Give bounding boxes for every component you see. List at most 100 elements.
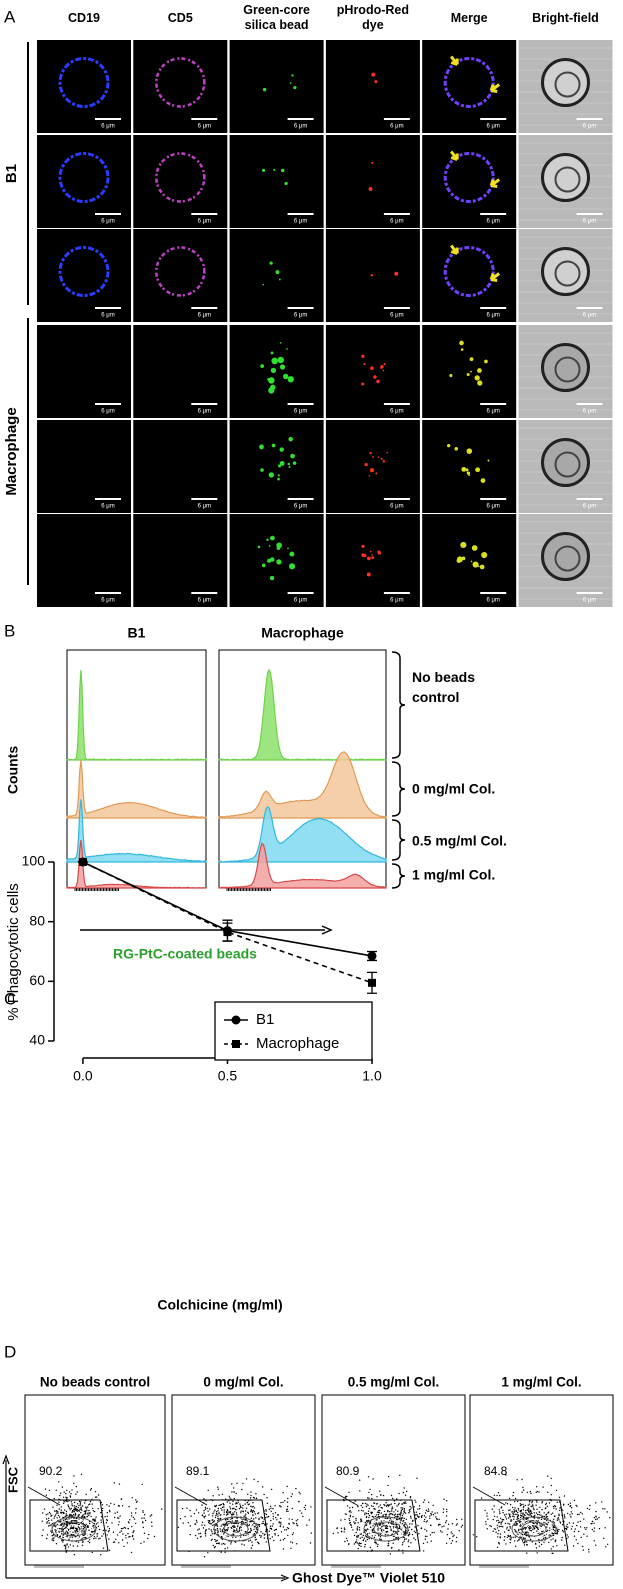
- event-dot: [360, 1509, 363, 1512]
- event-dot: [265, 1510, 267, 1512]
- event-dot: [209, 1508, 211, 1510]
- event-dot: [343, 1527, 346, 1529]
- bead-signal: [269, 261, 273, 265]
- event-dot: [533, 1508, 535, 1511]
- event-dot: [245, 1478, 248, 1480]
- event-dot: [359, 1533, 361, 1536]
- event-dot: [259, 1534, 261, 1537]
- column-header: CD19: [68, 11, 100, 25]
- bead-signal: [276, 559, 282, 565]
- scale-bar-label: 6 μm: [390, 598, 403, 604]
- event-dot: [87, 1513, 89, 1515]
- contour: [61, 1521, 87, 1537]
- event-dot: [548, 1502, 551, 1504]
- event-dot: [395, 1538, 397, 1540]
- event-dot: [69, 1495, 71, 1497]
- histogram: [218, 668, 387, 761]
- bead-signal: [262, 283, 265, 286]
- event-dot: [97, 1525, 100, 1528]
- event-dot: [88, 1514, 90, 1517]
- event-dot: [404, 1494, 407, 1496]
- event-dot: [542, 1530, 544, 1533]
- event-dot: [65, 1524, 68, 1527]
- event-dot: [523, 1527, 525, 1530]
- event-dot: [368, 1537, 370, 1540]
- event-dot: [547, 1529, 549, 1532]
- scale-bar-label: 6 μm: [583, 598, 596, 604]
- event-dot: [225, 1522, 227, 1525]
- event-dot: [131, 1535, 134, 1538]
- y-axis-label: Counts: [5, 746, 21, 794]
- event-dot: [74, 1514, 76, 1517]
- event-dot: [510, 1539, 512, 1541]
- scale-bar-label: 6 μm: [198, 598, 211, 604]
- event-dot: [147, 1537, 149, 1540]
- event-dot: [96, 1533, 98, 1535]
- event-dot: [345, 1537, 348, 1540]
- event-dot: [401, 1514, 404, 1517]
- y-tick-label: 100: [22, 853, 46, 869]
- event-dot: [72, 1531, 74, 1534]
- event-dot: [453, 1534, 455, 1537]
- event-dot: [450, 1542, 452, 1545]
- event-dot: [46, 1537, 48, 1540]
- event-dot: [523, 1544, 526, 1546]
- event-dot: [547, 1491, 549, 1494]
- event-dot: [286, 1505, 289, 1508]
- event-dot: [229, 1502, 231, 1504]
- scale-bar-label: 6 μm: [486, 598, 499, 604]
- event-dot: [583, 1527, 586, 1529]
- scale-bar-label: 6 μm: [294, 124, 307, 130]
- bead-signal: [394, 271, 399, 276]
- event-dot: [239, 1529, 241, 1532]
- bead-signal: [280, 168, 285, 173]
- arrow: [450, 55, 459, 66]
- event-dot: [441, 1531, 443, 1533]
- event-dot: [535, 1486, 538, 1488]
- event-dot: [527, 1504, 529, 1507]
- micrograph: [229, 229, 324, 322]
- histogram: [218, 751, 387, 819]
- event-dot: [212, 1495, 214, 1497]
- bead-signal: [287, 376, 294, 383]
- event-dot: [78, 1500, 81, 1503]
- event-dot: [371, 1549, 373, 1551]
- event-dot: [354, 1522, 356, 1524]
- event-dot: [500, 1521, 503, 1524]
- event-dot: [296, 1524, 299, 1527]
- event-dot: [554, 1540, 556, 1543]
- event-dot: [201, 1524, 203, 1526]
- event-dot: [132, 1516, 134, 1519]
- event-dot: [58, 1521, 60, 1523]
- event-dot: [360, 1533, 363, 1535]
- event-dot: [486, 1515, 488, 1517]
- event-dot: [537, 1513, 539, 1516]
- event-dot: [348, 1511, 350, 1513]
- scale-bar-label: 6 μm: [294, 409, 307, 415]
- event-dot: [217, 1507, 220, 1510]
- event-dot: [291, 1493, 293, 1495]
- event-dot: [382, 1494, 385, 1497]
- event-dot: [446, 1511, 448, 1513]
- event-dot: [69, 1513, 71, 1516]
- event-dot: [120, 1527, 123, 1530]
- event-dot: [57, 1511, 59, 1513]
- event-dot: [285, 1529, 288, 1531]
- event-dot: [391, 1510, 393, 1512]
- event-dot: [108, 1549, 111, 1552]
- event-dot: [452, 1535, 454, 1538]
- event-dot: [48, 1517, 50, 1520]
- event-dot: [370, 1505, 373, 1507]
- event-dot: [571, 1525, 573, 1528]
- micrograph: [133, 420, 228, 513]
- y-axis-label: FSC: [5, 1466, 20, 1493]
- bead-signal: [260, 468, 264, 472]
- event-dot: [543, 1516, 546, 1518]
- event-dot: [526, 1517, 528, 1520]
- event-dot: [99, 1537, 101, 1540]
- event-dot: [190, 1515, 192, 1517]
- event-dot: [519, 1503, 521, 1505]
- event-dot: [517, 1533, 519, 1536]
- event-dot: [591, 1520, 594, 1523]
- event-dot: [254, 1536, 256, 1539]
